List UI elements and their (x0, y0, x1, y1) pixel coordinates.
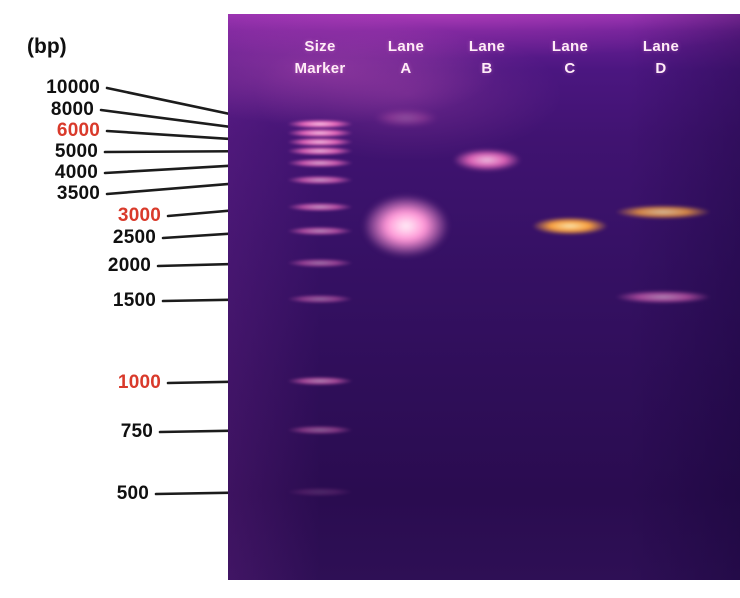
marker-size-label: 2500 (112, 227, 156, 248)
marker-size-label: 4000 (54, 162, 98, 183)
ladder-band-500 (287, 487, 353, 497)
gel-image: Size Marker Lane A Lane B Lane C Lane D (228, 14, 740, 580)
marker-size-label: 500 (116, 483, 149, 504)
marker-size-label: 2000 (107, 255, 151, 276)
bp-units-label: (bp) (27, 35, 67, 58)
lane-header-a: Lane A (388, 36, 424, 80)
lane-d-upper-band (615, 205, 711, 219)
lane-header-line2: A (400, 60, 412, 77)
ladder-band-3500 (287, 175, 353, 185)
ladder-band-1500 (287, 294, 353, 304)
lane-header-line1: Lane (551, 38, 589, 55)
ladder-band-4000 (287, 158, 353, 168)
ladder-band-2000 (287, 258, 353, 268)
lane-header-line2: Marker (294, 60, 346, 77)
marker-size-label: 1000 (117, 372, 161, 393)
lane-header-c: Lane C (552, 36, 588, 80)
ladder-band-8000 (287, 128, 353, 138)
lane-header-size-marker: Size Marker (295, 36, 346, 80)
ladder-band-1000 (287, 376, 353, 386)
marker-size-label: 5000 (54, 141, 98, 162)
marker-size-label: 750 (120, 421, 153, 442)
ladder-band-6000 (287, 137, 353, 147)
ladder-band-2500 (287, 226, 353, 236)
lane-header-line2: B (481, 60, 493, 77)
lane-header-b: Lane B (469, 36, 505, 80)
lane-header-line2: C (564, 60, 576, 77)
marker-size-label: 1500 (112, 290, 156, 311)
lane-d-lower-band (615, 290, 711, 304)
lane-b-band (453, 149, 521, 171)
marker-size-label: 3500 (56, 183, 100, 204)
lane-a-main-band (363, 195, 449, 257)
ladder-band-5000 (287, 146, 353, 156)
lane-header-line1: Lane (387, 38, 425, 55)
lane-header-line2: D (655, 60, 667, 77)
marker-size-label: 6000 (56, 120, 100, 141)
marker-size-label: 3000 (117, 205, 161, 226)
lane-header-line1: Lane (468, 38, 506, 55)
lane-header-d: Lane D (643, 36, 679, 80)
marker-size-label: 10000 (46, 77, 100, 98)
lane-c-band (532, 217, 608, 235)
lane-header-line1: Size (304, 38, 336, 55)
ladder-band-10000 (287, 119, 353, 129)
ladder-band-750 (287, 425, 353, 435)
ladder-band-3000 (287, 202, 353, 212)
lane-a-upper-band (374, 110, 438, 126)
marker-size-label: 8000 (50, 99, 94, 120)
lane-header-line1: Lane (642, 38, 680, 55)
